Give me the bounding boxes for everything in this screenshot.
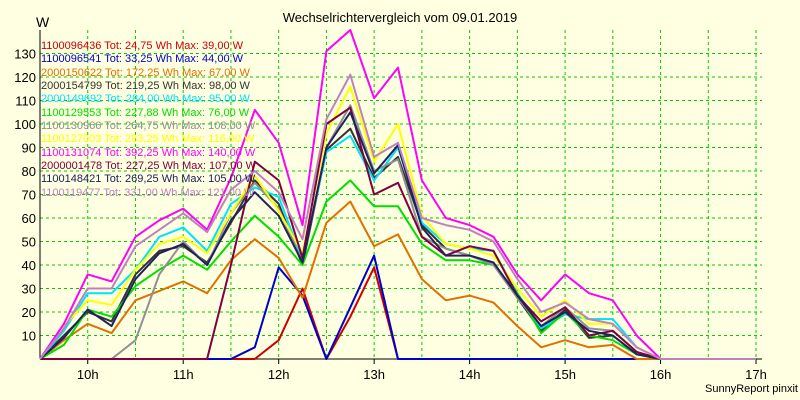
- chart-title: Wechselrichtervergleich vom 09.01.2019: [282, 10, 518, 25]
- series-line-6: [39, 179, 756, 360]
- y-tick-label: 120: [14, 70, 36, 85]
- legend-entry-8: 1100127003 Tot: 283,25 Wh Max: 116,00 W: [41, 133, 255, 146]
- y-tick-label: 60: [22, 211, 36, 226]
- legend-entry-1: 1100096436 Tot: 24,75 Wh Max: 39,00 W: [41, 40, 244, 52]
- legend-entry-11: 1100148421 Tot: 269,25 Wh Max: 105,00 W: [41, 173, 256, 186]
- legend-entry-4: 2000154799 Tot: 219,25 Wh Max: 98,00 W: [41, 80, 250, 93]
- x-tick-label: 16h: [650, 367, 672, 382]
- y-tick-label: 130: [14, 47, 36, 62]
- y-tick-label: 110: [15, 94, 36, 109]
- x-tick-label: 14h: [459, 367, 481, 382]
- legend-entry-12: 1100119477 Tot: 331,00 Wh Max: 121,00 W: [41, 186, 255, 199]
- y-tick-label: 70: [22, 188, 36, 203]
- series-line-12: [39, 73, 756, 360]
- y-tick-label: 100: [14, 117, 36, 132]
- x-tick-label: 11h: [173, 367, 194, 382]
- y-tick-label: 50: [22, 235, 36, 250]
- series-line-1: [40, 266, 756, 360]
- legend-entry-6: 1100129553 Tot: 227,88 Wh Max: 76,00 W: [41, 106, 250, 119]
- legend-entry-2: 1100096541 Tot: 33,25 Wh Max: 44,00 W: [41, 53, 244, 66]
- legend-entry-5: 2000149692 Tot: 284,00 Wh Max: 95,00 W: [41, 93, 250, 106]
- series-line-9: [39, 29, 756, 360]
- y-tick-label: 40: [22, 258, 36, 273]
- y-tick-label: 80: [22, 164, 36, 179]
- legend-entry-7: 1100130966 Tot: 264,75 Wh Max: 108,00 W: [41, 120, 256, 133]
- legend: 1100096436 Tot: 24,75 Wh Max: 39,00 W 110…: [41, 40, 256, 200]
- series-line-10: [40, 106, 756, 360]
- series-line-3: [39, 200, 756, 360]
- x-tick-label: 12h: [268, 367, 290, 382]
- y-axis-unit: W: [36, 14, 50, 30]
- y-tick-label: 90: [22, 141, 36, 156]
- legend-entry-9: 1100131074 Tot: 392,25 Wh Max: 140,00 W: [41, 146, 256, 159]
- x-tick-label: 15h: [554, 367, 576, 382]
- legend-entry-3: 2000150622 Tot: 172,25 Wh Max: 67,00 W: [41, 66, 250, 79]
- legend-entry-10: 2000001478 Tot: 227,25 Wh Max: 107,00 W: [41, 160, 257, 173]
- footer-credit: SunnyReport pinxit: [705, 383, 798, 395]
- y-tick-label: 10: [22, 329, 36, 344]
- x-tick-label: 13h: [363, 367, 385, 382]
- x-tick-label: 17h: [745, 367, 767, 382]
- y-tick-label: 20: [22, 305, 36, 320]
- y-tick-label: 30: [22, 282, 36, 297]
- x-tick-label: 10h: [77, 367, 99, 382]
